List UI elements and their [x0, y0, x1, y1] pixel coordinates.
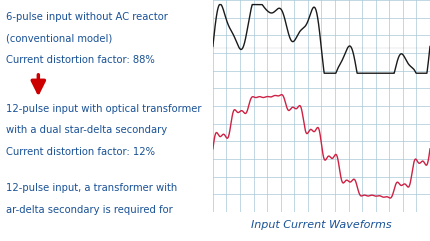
Text: with a dual star-delta secondary: with a dual star-delta secondary [6, 125, 168, 135]
Text: 6-pulse input without AC reactor: 6-pulse input without AC reactor [6, 12, 168, 22]
Text: (conventional model): (conventional model) [6, 34, 113, 44]
Text: Input Current Waveforms: Input Current Waveforms [251, 220, 392, 230]
Text: 12-pulse input with optical transformer: 12-pulse input with optical transformer [6, 104, 202, 114]
Text: Current distortion factor: 12%: Current distortion factor: 12% [6, 147, 155, 157]
Text: ar-delta secondary is required for: ar-delta secondary is required for [6, 205, 173, 215]
Text: Current distortion factor: 88%: Current distortion factor: 88% [6, 55, 155, 65]
Text: 12-pulse input, a transformer with: 12-pulse input, a transformer with [6, 183, 178, 193]
